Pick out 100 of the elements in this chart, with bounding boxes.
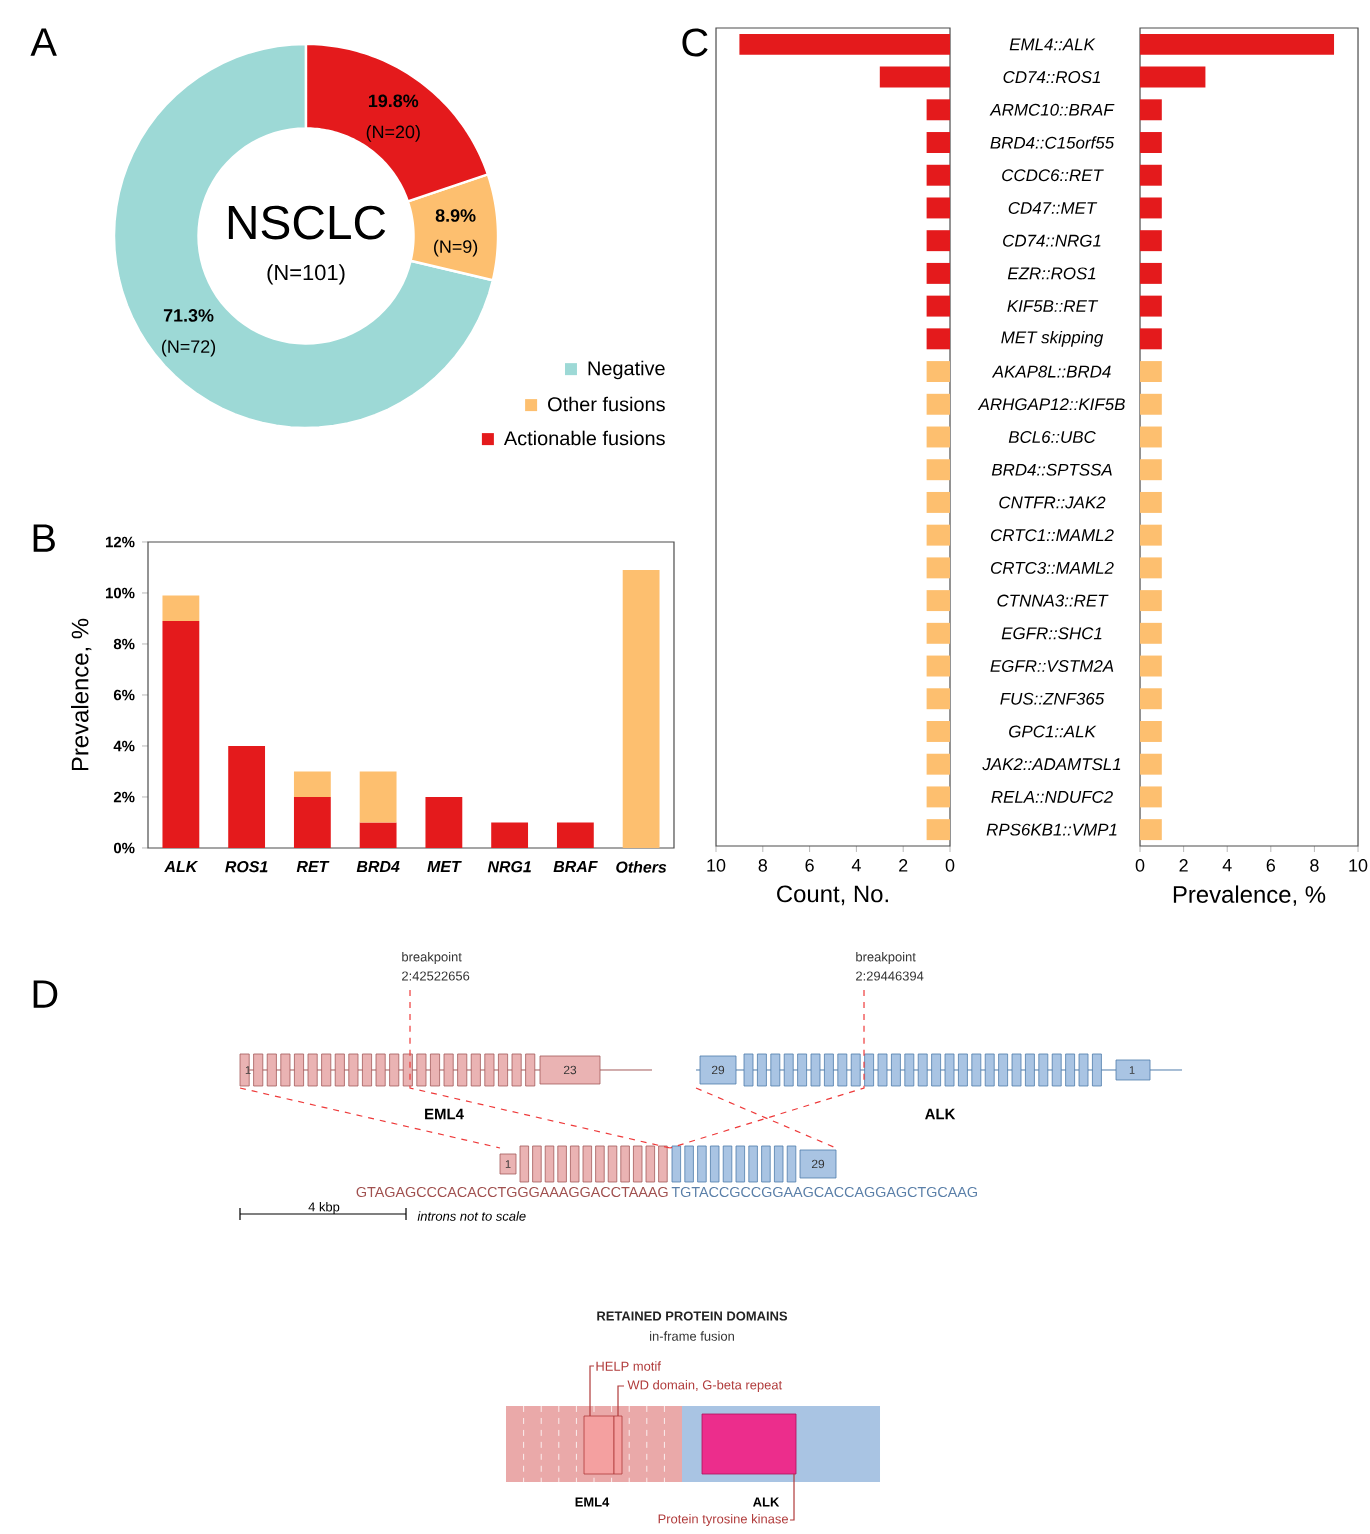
bar [879, 66, 951, 88]
text: NSCLC [228, 205, 386, 240]
bar [926, 328, 951, 350]
y-tick-label: CCDC6::RET [1002, 169, 1104, 182]
bar [491, 822, 529, 848]
x-tick-label: 10 [1349, 859, 1368, 872]
bar [556, 822, 594, 848]
x-axis-title: Prevalence, % [1173, 885, 1326, 906]
bar [359, 771, 397, 823]
text: (N=101) [267, 264, 345, 285]
bar [926, 132, 951, 153]
text: C [682, 28, 708, 57]
bar [926, 524, 951, 546]
y-tick-label: CTNNA3::RET [997, 594, 1109, 607]
x-tick-label: 2 [899, 859, 908, 872]
bar [926, 590, 951, 612]
y-tick-label: RPS6KB1::VMP1 [986, 823, 1117, 836]
y-tick-label: CD74::ROS1 [1003, 71, 1100, 84]
y-tick-label: CNTFR::JAK2 [999, 496, 1106, 509]
bar [926, 262, 951, 284]
bar [926, 786, 951, 808]
bar [1140, 786, 1162, 808]
bar [926, 230, 951, 252]
text: (N=20) [366, 125, 420, 142]
y-tick-label: EGFR::SHC1 [1001, 627, 1102, 640]
x-tick-label: 0 [1135, 859, 1145, 872]
y-tick-label: BCL6::UBC [1008, 431, 1096, 443]
x-tick-label: 6 [805, 859, 814, 872]
bar [739, 33, 951, 55]
bar [228, 745, 266, 848]
y-tick-label: BRD4::SPTSSA [991, 463, 1112, 476]
y-tick-label: EML4::ALK [1009, 38, 1096, 51]
x-tick-label: 2 [1179, 859, 1188, 872]
bar [359, 822, 397, 848]
y-tick-label: JAK2::ADAMTSL1 [982, 758, 1121, 771]
bar [926, 655, 951, 677]
bar [1140, 688, 1162, 710]
bar [1140, 655, 1162, 677]
bar [926, 99, 951, 121]
y-tick-label: CRTC3::MAML2 [990, 561, 1114, 574]
y-axis-title: Prevalence, % [71, 618, 92, 771]
x-tick-label: 8 [1310, 859, 1319, 872]
text: D [33, 980, 58, 1008]
bar [926, 491, 951, 513]
bar [1140, 132, 1162, 153]
bar [1140, 491, 1162, 513]
y-tick-label: MET skipping [1001, 330, 1104, 347]
bar [926, 721, 951, 742]
bar [1140, 328, 1162, 350]
y-tick-label: BRD4::C15orf55 [990, 136, 1115, 149]
bar [926, 295, 951, 317]
bar [622, 570, 660, 848]
bar [1140, 33, 1335, 55]
legend-label: Actionable fusions [503, 430, 665, 446]
bar [926, 164, 951, 186]
bar [1140, 721, 1162, 742]
y-tick-label: FUS::ZNF365 [1000, 692, 1105, 705]
y-tick-label: ARMC10::BRAF [989, 103, 1115, 116]
bar [162, 595, 200, 622]
y-tick-label: ARHGAP12::KIF5B [977, 398, 1125, 411]
bar [425, 796, 463, 848]
bar [926, 819, 951, 841]
y-tick-label: EGFR::VSTM2A [990, 660, 1114, 673]
bar [926, 197, 951, 219]
bar [1140, 393, 1162, 415]
y-tick-label: KIF5B::RET [1007, 300, 1099, 313]
bar [1140, 622, 1162, 644]
bar [1140, 524, 1162, 546]
bar [1140, 819, 1162, 841]
bar [1140, 557, 1162, 579]
bar [926, 753, 951, 775]
bar [926, 459, 951, 481]
y-tick-label: CRTC1::MAML2 [990, 529, 1114, 542]
bar [293, 771, 331, 797]
text: B [33, 524, 55, 552]
bar [1140, 426, 1162, 448]
bar [1140, 361, 1162, 383]
bar [1140, 197, 1162, 219]
x-tick-label: 6 [1266, 859, 1276, 872]
data-label: 8.9% [435, 209, 476, 222]
x-tick-label: 10 [707, 859, 726, 872]
x-tick-label: 8 [758, 859, 768, 872]
text: (N=72) [162, 339, 216, 357]
data-label: 71.3% [163, 309, 214, 322]
data-label: 19.8% [368, 94, 419, 108]
bar [1140, 262, 1162, 284]
y-tick-label: GPC1::ALK [1009, 725, 1097, 738]
text: A [30, 28, 57, 56]
bar [926, 688, 951, 710]
bar [1140, 66, 1206, 88]
x-tick-label: 4 [1222, 859, 1232, 872]
bar [293, 796, 331, 848]
y-tick-label: CD74::NRG1 [1003, 234, 1101, 247]
bar [926, 622, 951, 644]
bar [926, 426, 951, 448]
bar [926, 393, 951, 415]
y-tick-label: EZR::ROS1 [1007, 267, 1096, 280]
bar [1140, 99, 1162, 121]
y-tick-label: AKAP8L::BRD4 [991, 365, 1111, 378]
bar [1140, 164, 1162, 186]
